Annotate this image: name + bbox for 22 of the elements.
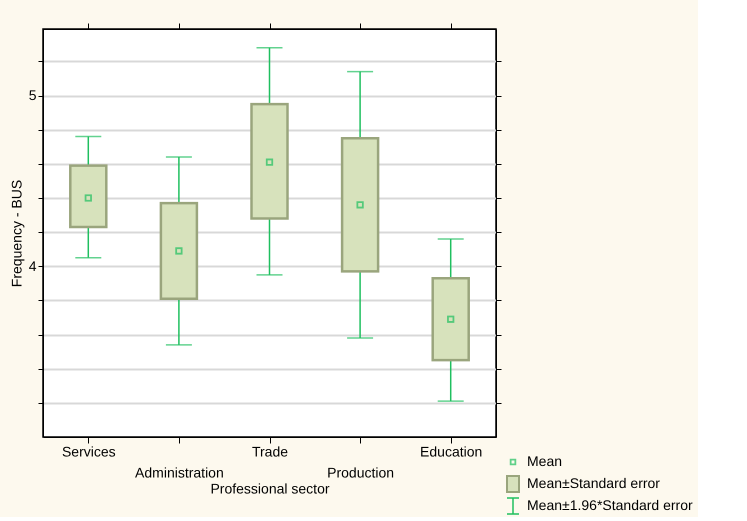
legend-label: Mean [527, 453, 562, 469]
x-tick-label: Services [62, 444, 116, 460]
point [447, 316, 454, 323]
y-tick-label: 5 [28, 87, 37, 104]
bar [160, 202, 198, 300]
bar [69, 164, 108, 228]
bar [340, 137, 380, 273]
x-tick-label: Education [420, 444, 482, 460]
y-tick-label: 4 [28, 258, 37, 274]
y-axis-title: Frequency - BUS [8, 180, 25, 288]
x-tick-label: Production [327, 464, 394, 480]
bar [250, 102, 289, 220]
legend-label: Mean±Standard error [527, 475, 660, 491]
bar [431, 276, 470, 362]
x-axis-title: Professional sector [210, 480, 330, 496]
x-tick-label: Administration [135, 464, 224, 480]
point [266, 158, 274, 166]
x-tick-label: Trade [252, 444, 288, 460]
point [84, 194, 92, 202]
point [356, 201, 364, 208]
point [175, 247, 183, 255]
text: Mean±1.96*Standard error [527, 497, 694, 513]
